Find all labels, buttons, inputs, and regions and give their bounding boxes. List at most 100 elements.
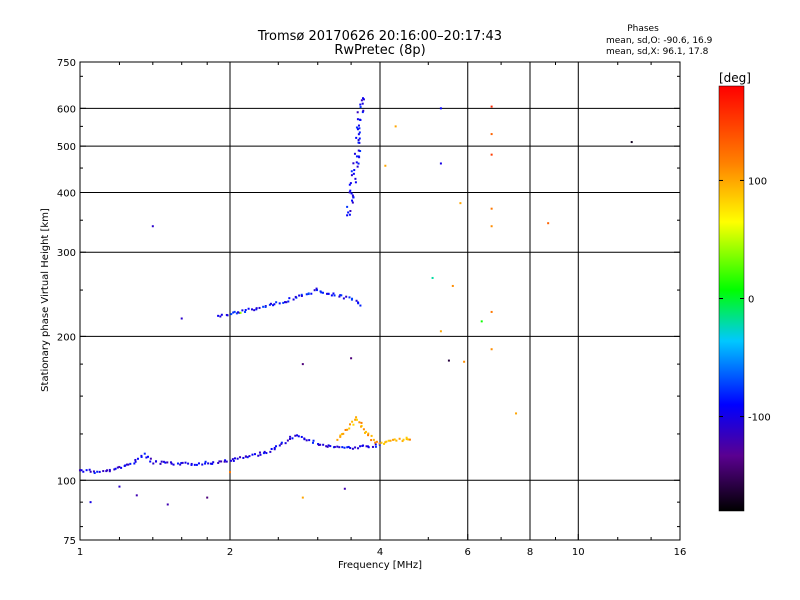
echo-trace-point <box>346 446 349 449</box>
echo-trace-point <box>98 470 101 473</box>
echo-trace-point <box>325 445 328 448</box>
echo-trace-point <box>288 437 291 440</box>
echo-trace-point <box>311 441 314 444</box>
echo-trace-point <box>263 450 266 453</box>
echo-trace-point <box>258 451 261 454</box>
echo-trace-point <box>357 301 360 304</box>
colorbar-tick-label: -100 <box>748 413 771 424</box>
echo-trace-point <box>259 453 262 456</box>
echo-point <box>515 412 518 415</box>
echo-trace-point <box>357 162 360 165</box>
echo-trace-point <box>358 127 361 130</box>
echo-trace-point <box>82 470 85 473</box>
echo-trace-point <box>326 445 329 448</box>
echo-trace-point <box>359 150 362 153</box>
echo-trace-point <box>347 211 350 214</box>
echo-trace-point <box>179 463 182 466</box>
echo-point <box>431 276 434 279</box>
echo-trace-point <box>359 445 362 448</box>
echo-trace-point <box>270 447 273 450</box>
echo-trace-point <box>322 291 325 294</box>
echo-point <box>490 225 493 228</box>
echo-point <box>490 133 493 136</box>
echo-trace-point <box>280 442 283 445</box>
echo-trace-point <box>85 469 88 472</box>
echo-trace-point <box>402 438 405 441</box>
echo-trace-point <box>405 436 408 439</box>
echo-trace-point <box>355 136 358 139</box>
echo-trace-point <box>129 462 132 465</box>
echo-trace-point <box>127 463 130 466</box>
echo-trace-point <box>389 439 392 442</box>
echo-trace-point <box>229 459 232 462</box>
echo-trace-point <box>361 97 364 100</box>
echo-point <box>394 125 397 128</box>
echo-trace-point <box>146 455 149 458</box>
echo-point <box>490 310 493 313</box>
y-axis-label: Stationary phase Virtual Height [km] <box>40 208 51 392</box>
echo-trace-point <box>350 170 353 173</box>
echo-trace-point <box>300 293 303 296</box>
echo-trace-point <box>273 446 276 449</box>
echo-trace-point <box>226 314 229 317</box>
echo-trace-point <box>375 440 378 443</box>
echo-trace-point <box>172 463 175 466</box>
echo-trace-point <box>275 301 278 304</box>
x-tick-label: 16 <box>674 547 687 558</box>
echo-trace-point <box>258 306 261 309</box>
echo-trace-point <box>233 310 236 313</box>
echo-trace-point <box>355 299 358 302</box>
echo-trace-point <box>180 462 183 465</box>
echo-trace-point <box>405 438 408 441</box>
echo-points <box>89 105 633 506</box>
echo-trace-point <box>232 311 235 314</box>
echo-trace-point <box>159 462 162 465</box>
echo-trace-point <box>364 431 367 434</box>
echo-trace-point <box>378 443 381 446</box>
echo-trace-point <box>317 443 320 446</box>
echo-point <box>384 164 387 167</box>
echo-point <box>439 107 442 110</box>
echo-trace-point <box>329 445 332 448</box>
echo-trace-point <box>197 462 200 465</box>
echo-trace-point <box>352 423 355 426</box>
echo-trace-point <box>217 314 220 317</box>
echo-trace-point <box>351 420 354 423</box>
echo-trace-point <box>370 439 373 442</box>
y-tick-label: 750 <box>57 58 76 69</box>
echo-trace-point <box>360 99 363 102</box>
echo-trace-point <box>296 434 299 437</box>
echo-trace-point <box>232 459 235 462</box>
echo-trace-point <box>300 435 303 438</box>
echo-trace-point <box>362 444 365 447</box>
echo-trace-point <box>348 183 351 186</box>
echo-trace-point <box>209 462 212 465</box>
echo-trace-point <box>113 468 116 471</box>
echo-trace-point <box>398 437 401 440</box>
echo-point <box>239 311 242 314</box>
echo-point <box>180 317 183 320</box>
echo-trace-point <box>255 307 258 310</box>
echo-trace-point <box>361 102 364 105</box>
echo-trace-point <box>282 301 285 304</box>
echo-point <box>490 348 493 351</box>
echo-trace-point <box>124 464 127 467</box>
echo-trace-point <box>351 199 354 202</box>
echo-trace-point <box>253 309 256 312</box>
y-tick-label: 75 <box>63 536 76 547</box>
echo-trace-point <box>273 448 276 451</box>
echo-point <box>118 485 121 488</box>
echo-trace-point <box>356 118 359 121</box>
echo-trace-point <box>238 311 241 314</box>
echo-trace-point <box>333 445 336 448</box>
echo-trace-point <box>342 432 345 435</box>
echo-trace-point <box>164 461 167 464</box>
echo-trace-point <box>367 446 370 449</box>
echo-trace-point <box>352 172 355 175</box>
echo-trace-point <box>364 430 367 433</box>
echo-trace-point <box>149 457 152 460</box>
echo-trace-point <box>169 461 172 464</box>
echo-trace-point <box>325 292 328 295</box>
echo-trace-point <box>338 295 341 298</box>
echo-trace-point <box>349 423 352 426</box>
